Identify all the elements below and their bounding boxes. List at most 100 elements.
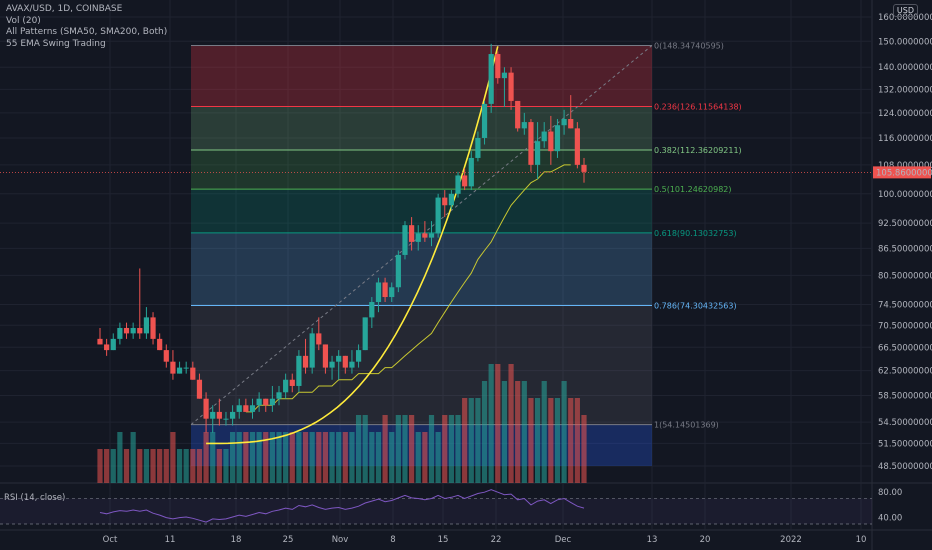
symbol-title[interactable]: AVAX/USD, 1D, COINBASE [6,4,123,14]
volume-bar [342,432,348,483]
candle-body [508,72,514,101]
volume-bar [283,432,289,483]
price-tick-label: 108.00000000 [878,161,932,171]
time-tick-label: Nov [332,535,349,545]
candle-body [110,338,116,351]
candle-body [415,233,421,242]
price-tick-label: 62.50000000 [878,367,932,377]
candle-body [422,233,428,238]
price-tick-label: 51.50000000 [878,439,932,449]
time-tick-label: 18 [231,535,242,545]
fib-level-label: 0(148.34740595) [654,41,724,50]
patterns-indicator-label[interactable]: All Patterns (SMA50, SMA200, Both) [6,27,168,37]
candle-body [568,118,574,129]
candle-body [163,350,169,362]
last-price-badge [873,166,931,179]
candle-body [375,282,382,303]
time-tick-label: 11 [165,535,176,545]
candle-body [117,327,123,339]
candle-body [382,282,388,298]
ema-indicator-label[interactable]: 55 EMA Swing Trading [6,38,106,49]
candle-body [230,411,236,419]
volume-bar [528,398,534,483]
volume-bar [369,432,375,483]
volume-bar [269,432,275,483]
time-tick-label: 22 [491,535,502,545]
volume-bar [462,398,468,483]
candle-body [554,125,561,152]
volume-bar [150,449,156,483]
candle-body [183,367,189,369]
volume-bar [415,432,421,483]
volume-bar [375,432,382,483]
volume-bar [104,449,110,483]
candle-body [104,344,110,351]
time-tick-label: Oct [103,535,118,545]
volume-bar [302,432,309,483]
volume-bar [554,398,561,483]
time-tick-label: 20 [700,535,711,545]
volume-bar [137,449,143,483]
candlesticks[interactable] [97,43,587,433]
volume-bar [143,449,150,483]
fib-zone [191,189,652,233]
time-axis[interactable]: Oct 11 18 25 Nov 8 15 22 Dec 13 20 2022 10 [103,535,867,545]
candle-body [462,175,468,187]
volume-bar [316,432,322,483]
volume-bar [475,398,481,483]
rsi-indicator-label[interactable]: RSI (14, close) [4,493,66,503]
time-tick-label: 8 [390,535,395,545]
currency-badge[interactable]: USD [892,4,918,17]
candle-body [574,128,580,165]
candle-body [488,54,494,104]
volume-bar [581,415,587,483]
time-tick-label: 10 [856,535,867,545]
candle-body [389,287,395,298]
volume-bar [249,432,256,483]
volume-bar [534,398,541,483]
candle-body [269,398,275,406]
candle-body [97,338,103,345]
candle-body [428,233,435,238]
price-tick-label: 70.50000000 [878,321,932,331]
volume-bar [230,432,236,483]
volume-bar [329,432,335,483]
price-tick-label: 86.50000000 [878,244,932,254]
volume-bars [97,364,587,483]
candle-body [521,122,527,129]
volume-bar [210,432,216,483]
candle-body [448,193,454,206]
candle-body [150,317,156,339]
price-tick-label: 140.00000000 [878,63,932,73]
candle-body [236,405,242,412]
candle-body [176,367,183,374]
candle-body [342,355,348,368]
last-price-label: 105.86000000 [876,168,932,178]
rsi-tick-label: 40.00 [878,514,902,524]
candle-body [283,379,289,393]
candle-body [548,131,554,152]
rsi-band [0,498,872,524]
volume-bar [123,449,130,483]
price-axis[interactable]: 160.00000000 150.00000000 140.00000000 132.… [873,13,932,472]
volume-bar [349,432,355,483]
volume-bar [196,449,203,483]
volume-bar [515,381,521,483]
rsi-line [99,489,585,523]
volume-bar [468,398,474,483]
volume-bar [176,449,183,483]
rsi-pane[interactable]: 80.00 40.00 [0,488,902,525]
candle-body [455,175,461,194]
fib-zone [191,45,652,107]
time-tick-label: 13 [647,535,658,545]
volume-bar [170,432,176,483]
volume-bar [289,432,295,483]
volume-bar [322,432,329,483]
price-tick-label: 150.00000000 [878,37,932,47]
candle-body [409,225,415,242]
volume-bar [501,381,508,483]
candle-body [501,72,508,79]
volume-indicator-label[interactable]: Vol (20) [6,15,41,26]
candle-body [362,317,368,351]
